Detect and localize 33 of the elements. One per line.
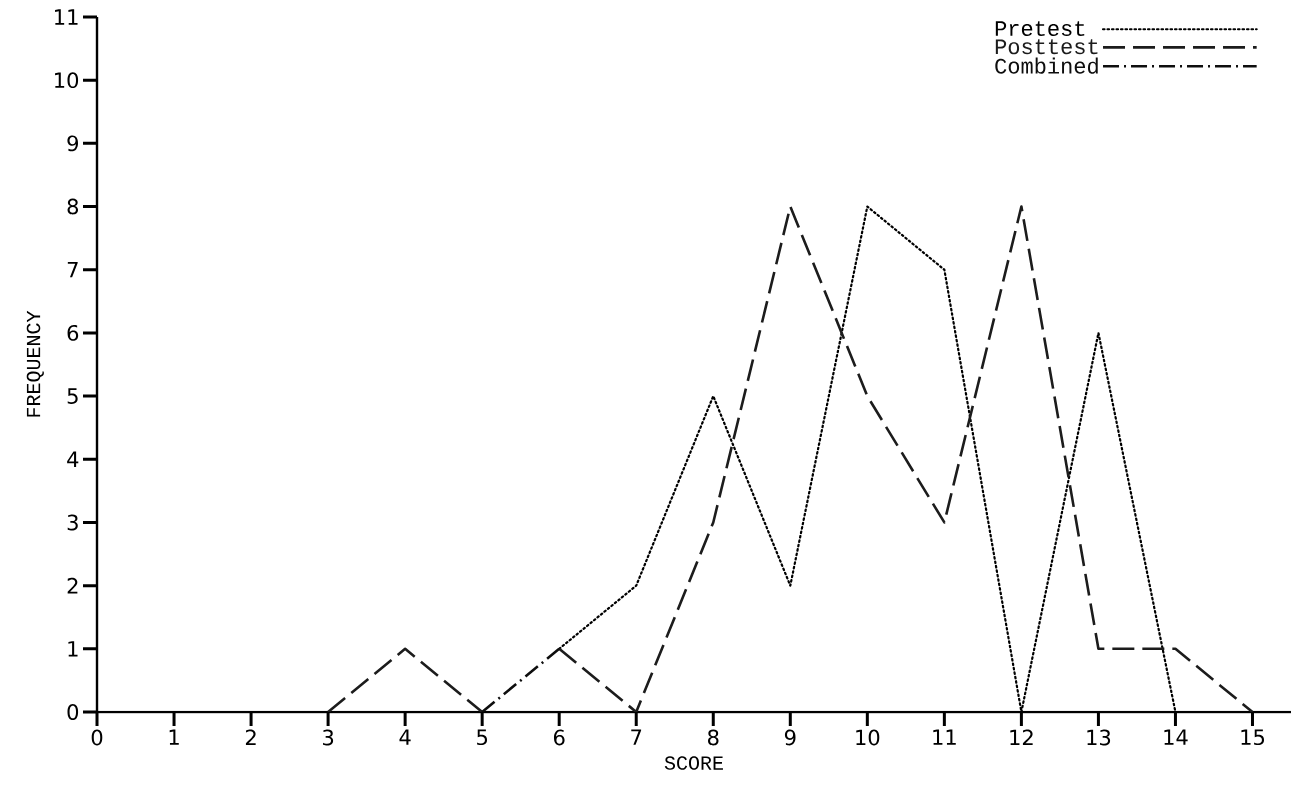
y-tick-label: 1 bbox=[68, 641, 78, 657]
text: Combined bbox=[995, 57, 1098, 74]
y-tick-label: 11 bbox=[55, 9, 78, 25]
y-tick-label: 7 bbox=[67, 262, 78, 278]
y-tick-label: 8 bbox=[67, 198, 79, 215]
y-tick-label: 2 bbox=[67, 577, 78, 594]
x-tick-label: 15 bbox=[1241, 729, 1265, 746]
y-tick-label: 4 bbox=[67, 451, 79, 467]
x-tick-label: 8 bbox=[708, 729, 719, 746]
y-tick-label: 0 bbox=[67, 704, 79, 720]
y-tick-label: 6 bbox=[67, 324, 79, 341]
y-tick-label: 3 bbox=[67, 514, 78, 531]
x-tick-label: 13 bbox=[1087, 729, 1111, 746]
x-tick-label: 9 bbox=[784, 729, 796, 746]
text: Pretest bbox=[995, 21, 1085, 37]
y-tick-label: 5 bbox=[67, 388, 78, 404]
x-axis-title: SCORE bbox=[664, 756, 723, 770]
x-tick-label: 14 bbox=[1164, 729, 1188, 745]
x-tick-label: 7 bbox=[631, 729, 642, 745]
x-tick-label: 5 bbox=[477, 729, 488, 746]
x-tick-label: 6 bbox=[553, 729, 565, 746]
y-axis-title: FREQUENCY bbox=[26, 310, 44, 417]
x-tick-label: 1 bbox=[169, 729, 179, 745]
text: Posttest bbox=[995, 39, 1098, 55]
x-tick-label: 0 bbox=[91, 729, 103, 746]
x-tick-label: 11 bbox=[933, 729, 956, 745]
x-tick-label: 12 bbox=[1010, 729, 1033, 746]
y-tick-label: 10 bbox=[55, 72, 79, 89]
y-tick-label: 9 bbox=[67, 135, 78, 152]
x-tick-label: 10 bbox=[856, 729, 880, 746]
x-tick-label: 2 bbox=[245, 729, 256, 746]
x-tick-label: 4 bbox=[399, 729, 411, 745]
x-tick-label: 3 bbox=[323, 729, 334, 746]
